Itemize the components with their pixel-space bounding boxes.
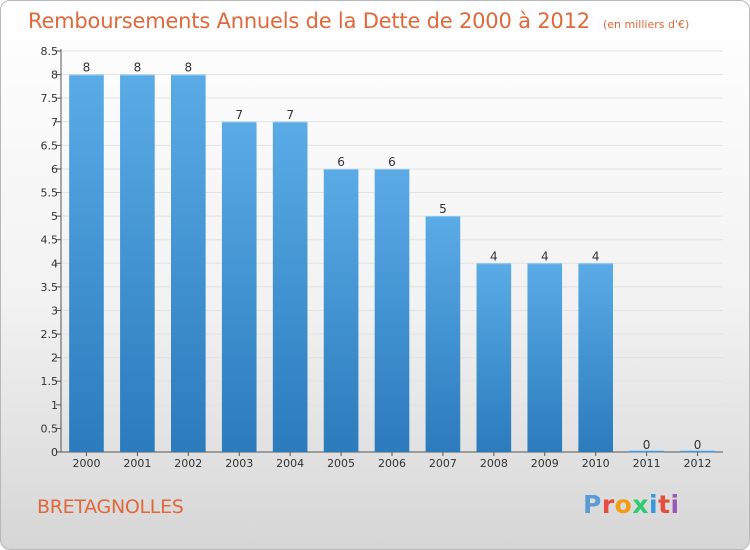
x-tick-labels: 2000 2001 2002 2003 2004 2005 2006 2007 2008 2009… [72, 457, 711, 470]
x-tick-label-2001: 2001 [123, 457, 151, 470]
y-tick-label: 0.5 [41, 422, 59, 435]
bars [69, 74, 715, 453]
data-label-2008: 4 [490, 249, 498, 263]
y-tick-label: 6 [51, 163, 58, 176]
logo-letter: t [658, 490, 671, 519]
x-tick-label-2007: 2007 [429, 457, 457, 470]
x-tick-label-2012: 2012 [684, 457, 712, 470]
x-tick-label-2009: 2009 [531, 457, 559, 470]
y-tick-labels: 0 0.5 1 1.5 2 2.5 3 3.5 4 4.5 5 5.5 6 6.5 7 7.5 8 8.5 [41, 45, 59, 459]
x-tick-label-2002: 2002 [174, 457, 202, 470]
title-row: Remboursements Annuels de la Dette de 20… [28, 9, 689, 33]
bar-2007 [425, 216, 461, 452]
x-tick-label-2004: 2004 [276, 457, 304, 470]
data-label-2007: 5 [439, 202, 447, 216]
y-tick-label: 8 [51, 69, 58, 82]
data-label-2001: 8 [134, 61, 142, 75]
bar-2005 [323, 168, 359, 453]
logo-letter: i [670, 490, 680, 519]
bar-2002 [170, 74, 206, 453]
y-tick-label: 5.5 [41, 187, 59, 200]
x-tick-label-2005: 2005 [327, 457, 355, 470]
data-labels: 8 8 8 7 7 6 6 5 4 4 4 0 0 [83, 61, 702, 452]
x-tick-label-2010: 2010 [582, 457, 610, 470]
y-tick-label: 4.5 [41, 234, 59, 247]
y-tick-label: 7 [51, 116, 58, 129]
logo-letter: o [614, 490, 633, 519]
data-label-2000: 8 [83, 61, 91, 75]
y-tick-label: 4 [51, 257, 58, 270]
y-tick-label: 8.5 [41, 45, 59, 58]
y-tick-label: 2.5 [41, 328, 59, 341]
bar-2003 [221, 121, 257, 452]
x-tick-label-2008: 2008 [480, 457, 508, 470]
x-tick-label-2003: 2003 [225, 457, 253, 470]
bar-2006 [374, 168, 410, 453]
logo-letter: P [583, 490, 602, 519]
bar-2009 [527, 263, 563, 452]
y-tick-label: 5 [51, 210, 58, 223]
y-tick-label: 1 [51, 399, 58, 412]
chart-title: Remboursements Annuels de la Dette de 20… [28, 9, 590, 33]
data-label-2012: 0 [694, 438, 702, 452]
data-label-2009: 4 [541, 249, 549, 263]
y-tick-label: 6.5 [41, 139, 59, 152]
y-tick-label: 0 [51, 446, 58, 459]
x-tick-label-2000: 2000 [72, 457, 100, 470]
logo-letter: x [632, 490, 649, 519]
bar-2000 [69, 74, 104, 453]
logo-letter: i [649, 490, 659, 519]
bar-2008 [476, 263, 512, 452]
data-label-2011: 0 [643, 438, 651, 452]
bar-2001 [120, 74, 155, 453]
bar-2010 [578, 263, 614, 452]
x-tick-label-2006: 2006 [378, 457, 406, 470]
data-label-2002: 8 [184, 61, 192, 75]
y-tick-label: 3.5 [41, 281, 59, 294]
bar-2004 [272, 121, 308, 452]
y-tick-label: 1.5 [41, 375, 59, 388]
x-tick-label-2011: 2011 [633, 457, 661, 470]
logo-letter: r [601, 490, 615, 519]
y-tick-label: 2 [51, 352, 58, 365]
y-tick-label: 7.5 [41, 92, 59, 105]
chart-unit: (en milliers d'€) [603, 18, 690, 31]
data-label-2004: 7 [286, 108, 294, 122]
data-label-2010: 4 [592, 249, 600, 263]
data-label-2006: 6 [388, 155, 396, 169]
location-name: BRETAGNOLLES [37, 496, 184, 518]
proxiti-logo[interactable]: Proxiti [583, 490, 680, 519]
data-label-2003: 7 [235, 108, 243, 122]
data-label-2005: 6 [337, 155, 345, 169]
y-tick-label: 3 [51, 304, 58, 317]
